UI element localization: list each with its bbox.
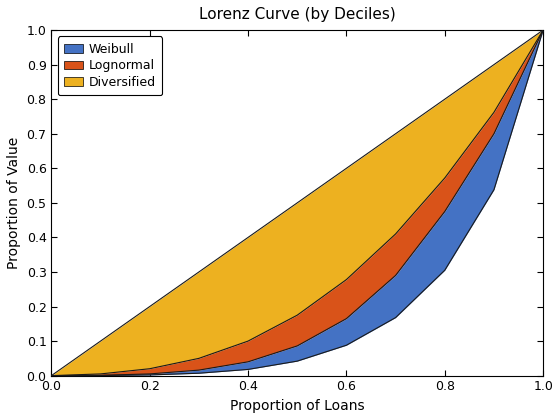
Legend: Weibull, Lognormal, Diversified: Weibull, Lognormal, Diversified — [58, 36, 162, 95]
X-axis label: Proportion of Loans: Proportion of Loans — [230, 399, 365, 413]
Title: Lorenz Curve (by Deciles): Lorenz Curve (by Deciles) — [199, 7, 395, 22]
Y-axis label: Proportion of Value: Proportion of Value — [7, 137, 21, 269]
